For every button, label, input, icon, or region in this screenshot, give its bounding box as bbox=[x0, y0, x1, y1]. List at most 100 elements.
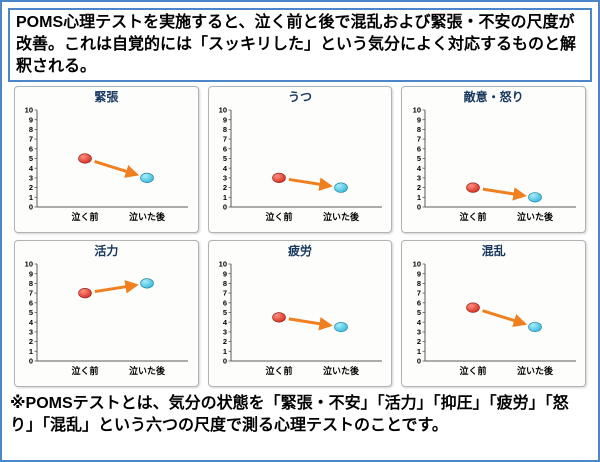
intro-text-box: POMS心理テストを実施すると、泣く前と後で混乱および緊張・不安の尺度が改善。こ… bbox=[8, 8, 592, 83]
svg-text:8: 8 bbox=[416, 279, 420, 288]
chart-panel-2: うつ 0 1 2 3 4 5 6 7 8 9 10 泣く前 泣いた後 bbox=[207, 86, 393, 234]
footnote-text: ※POMSテストとは、気分の状態を「緊張・不安」「活力」「抑圧」「疲労」「怒り」… bbox=[10, 395, 569, 434]
svg-text:2: 2 bbox=[223, 337, 227, 346]
svg-text:9: 9 bbox=[223, 270, 227, 279]
svg-text:5: 5 bbox=[223, 308, 227, 317]
svg-text:10: 10 bbox=[412, 106, 420, 115]
svg-text:1: 1 bbox=[29, 347, 33, 356]
x-label: 泣いた後 bbox=[323, 211, 360, 222]
svg-text:4: 4 bbox=[29, 164, 34, 173]
point-before-crying bbox=[272, 173, 286, 184]
svg-text:2: 2 bbox=[223, 183, 227, 192]
svg-text:2: 2 bbox=[29, 337, 33, 346]
svg-text:4: 4 bbox=[223, 318, 228, 327]
trend-arrow bbox=[94, 160, 140, 179]
svg-text:5: 5 bbox=[223, 154, 227, 163]
point-after-crying bbox=[334, 322, 348, 333]
chart-title: 疲労 bbox=[287, 244, 312, 259]
x-label: 泣く前 bbox=[72, 365, 99, 376]
trend-arrow bbox=[94, 280, 140, 294]
trend-arrow bbox=[482, 187, 527, 201]
svg-text:1: 1 bbox=[223, 347, 227, 356]
point-before-crying bbox=[465, 302, 480, 313]
x-label: 泣いた後 bbox=[323, 365, 360, 376]
point-before-crying bbox=[78, 288, 93, 299]
svg-text:5: 5 bbox=[29, 154, 33, 163]
footnote: ※POMSテストとは、気分の状態を「緊張・不安」「活力」「抑圧」「疲労」「怒り」… bbox=[10, 393, 590, 436]
svg-text:2: 2 bbox=[29, 183, 33, 192]
x-label: 泣いた後 bbox=[129, 365, 166, 376]
point-after-crying bbox=[527, 322, 542, 333]
svg-text:8: 8 bbox=[29, 279, 33, 288]
chart-title: 緊張 bbox=[94, 90, 119, 105]
svg-text:0: 0 bbox=[223, 357, 227, 366]
svg-text:8: 8 bbox=[29, 125, 33, 134]
svg-text:5: 5 bbox=[416, 308, 420, 317]
chart-axes bbox=[230, 110, 382, 208]
svg-text:10: 10 bbox=[219, 106, 227, 115]
svg-text:0: 0 bbox=[416, 203, 420, 212]
svg-text:7: 7 bbox=[223, 289, 227, 298]
chart-panel-5: 疲労 0 1 2 3 4 5 6 7 8 9 10 泣く前 泣いた後 bbox=[207, 240, 393, 388]
chart-panel-3: 敵意・怒り 0 1 2 3 4 5 6 7 8 9 10 泣く前 泣いた後 bbox=[401, 86, 586, 234]
svg-text:5: 5 bbox=[416, 154, 420, 163]
svg-text:1: 1 bbox=[223, 193, 227, 202]
svg-text:4: 4 bbox=[416, 164, 421, 173]
point-before-crying bbox=[272, 312, 286, 323]
svg-text:0: 0 bbox=[223, 203, 227, 212]
x-label: 泣く前 bbox=[265, 365, 292, 376]
svg-text:6: 6 bbox=[416, 299, 420, 308]
trend-arrow bbox=[288, 317, 333, 331]
svg-text:1: 1 bbox=[416, 193, 420, 202]
svg-text:8: 8 bbox=[223, 125, 227, 134]
svg-text:6: 6 bbox=[29, 299, 33, 308]
chart-axes bbox=[230, 264, 382, 362]
svg-text:7: 7 bbox=[29, 289, 33, 298]
svg-text:7: 7 bbox=[29, 135, 33, 144]
chart-title: 活力 bbox=[94, 244, 119, 259]
svg-text:10: 10 bbox=[412, 260, 420, 269]
x-label: 泣いた後 bbox=[517, 211, 554, 222]
chart-title: うつ bbox=[287, 90, 312, 105]
svg-text:10: 10 bbox=[25, 106, 33, 115]
svg-text:2: 2 bbox=[416, 337, 420, 346]
svg-text:9: 9 bbox=[416, 270, 420, 279]
chart-axes bbox=[424, 264, 576, 362]
svg-text:3: 3 bbox=[29, 174, 33, 183]
svg-text:9: 9 bbox=[223, 116, 227, 125]
svg-text:10: 10 bbox=[25, 260, 33, 269]
x-label: 泣いた後 bbox=[517, 365, 554, 376]
chart-axes bbox=[36, 110, 189, 208]
trend-arrow bbox=[288, 177, 333, 192]
point-after-crying bbox=[527, 192, 542, 203]
svg-text:0: 0 bbox=[416, 357, 420, 366]
trend-arrow bbox=[481, 309, 527, 328]
x-label: 泣く前 bbox=[265, 211, 292, 222]
svg-text:3: 3 bbox=[416, 174, 420, 183]
svg-text:9: 9 bbox=[29, 270, 33, 279]
svg-text:0: 0 bbox=[29, 203, 33, 212]
svg-text:9: 9 bbox=[29, 116, 33, 125]
svg-text:8: 8 bbox=[416, 125, 420, 134]
x-label: 泣く前 bbox=[72, 211, 99, 222]
svg-text:3: 3 bbox=[416, 328, 420, 337]
svg-text:6: 6 bbox=[29, 145, 33, 154]
svg-text:4: 4 bbox=[223, 164, 228, 173]
svg-text:7: 7 bbox=[416, 289, 420, 298]
svg-text:4: 4 bbox=[416, 318, 421, 327]
svg-text:7: 7 bbox=[223, 135, 227, 144]
x-label: 泣いた後 bbox=[129, 211, 166, 222]
svg-text:7: 7 bbox=[416, 135, 420, 144]
svg-text:4: 4 bbox=[29, 318, 34, 327]
svg-text:3: 3 bbox=[223, 328, 227, 337]
svg-text:8: 8 bbox=[223, 279, 227, 288]
point-before-crying bbox=[465, 182, 480, 193]
chart-panel-6: 混乱 0 1 2 3 4 5 6 7 8 9 10 泣く前 泣いた後 bbox=[401, 240, 586, 388]
